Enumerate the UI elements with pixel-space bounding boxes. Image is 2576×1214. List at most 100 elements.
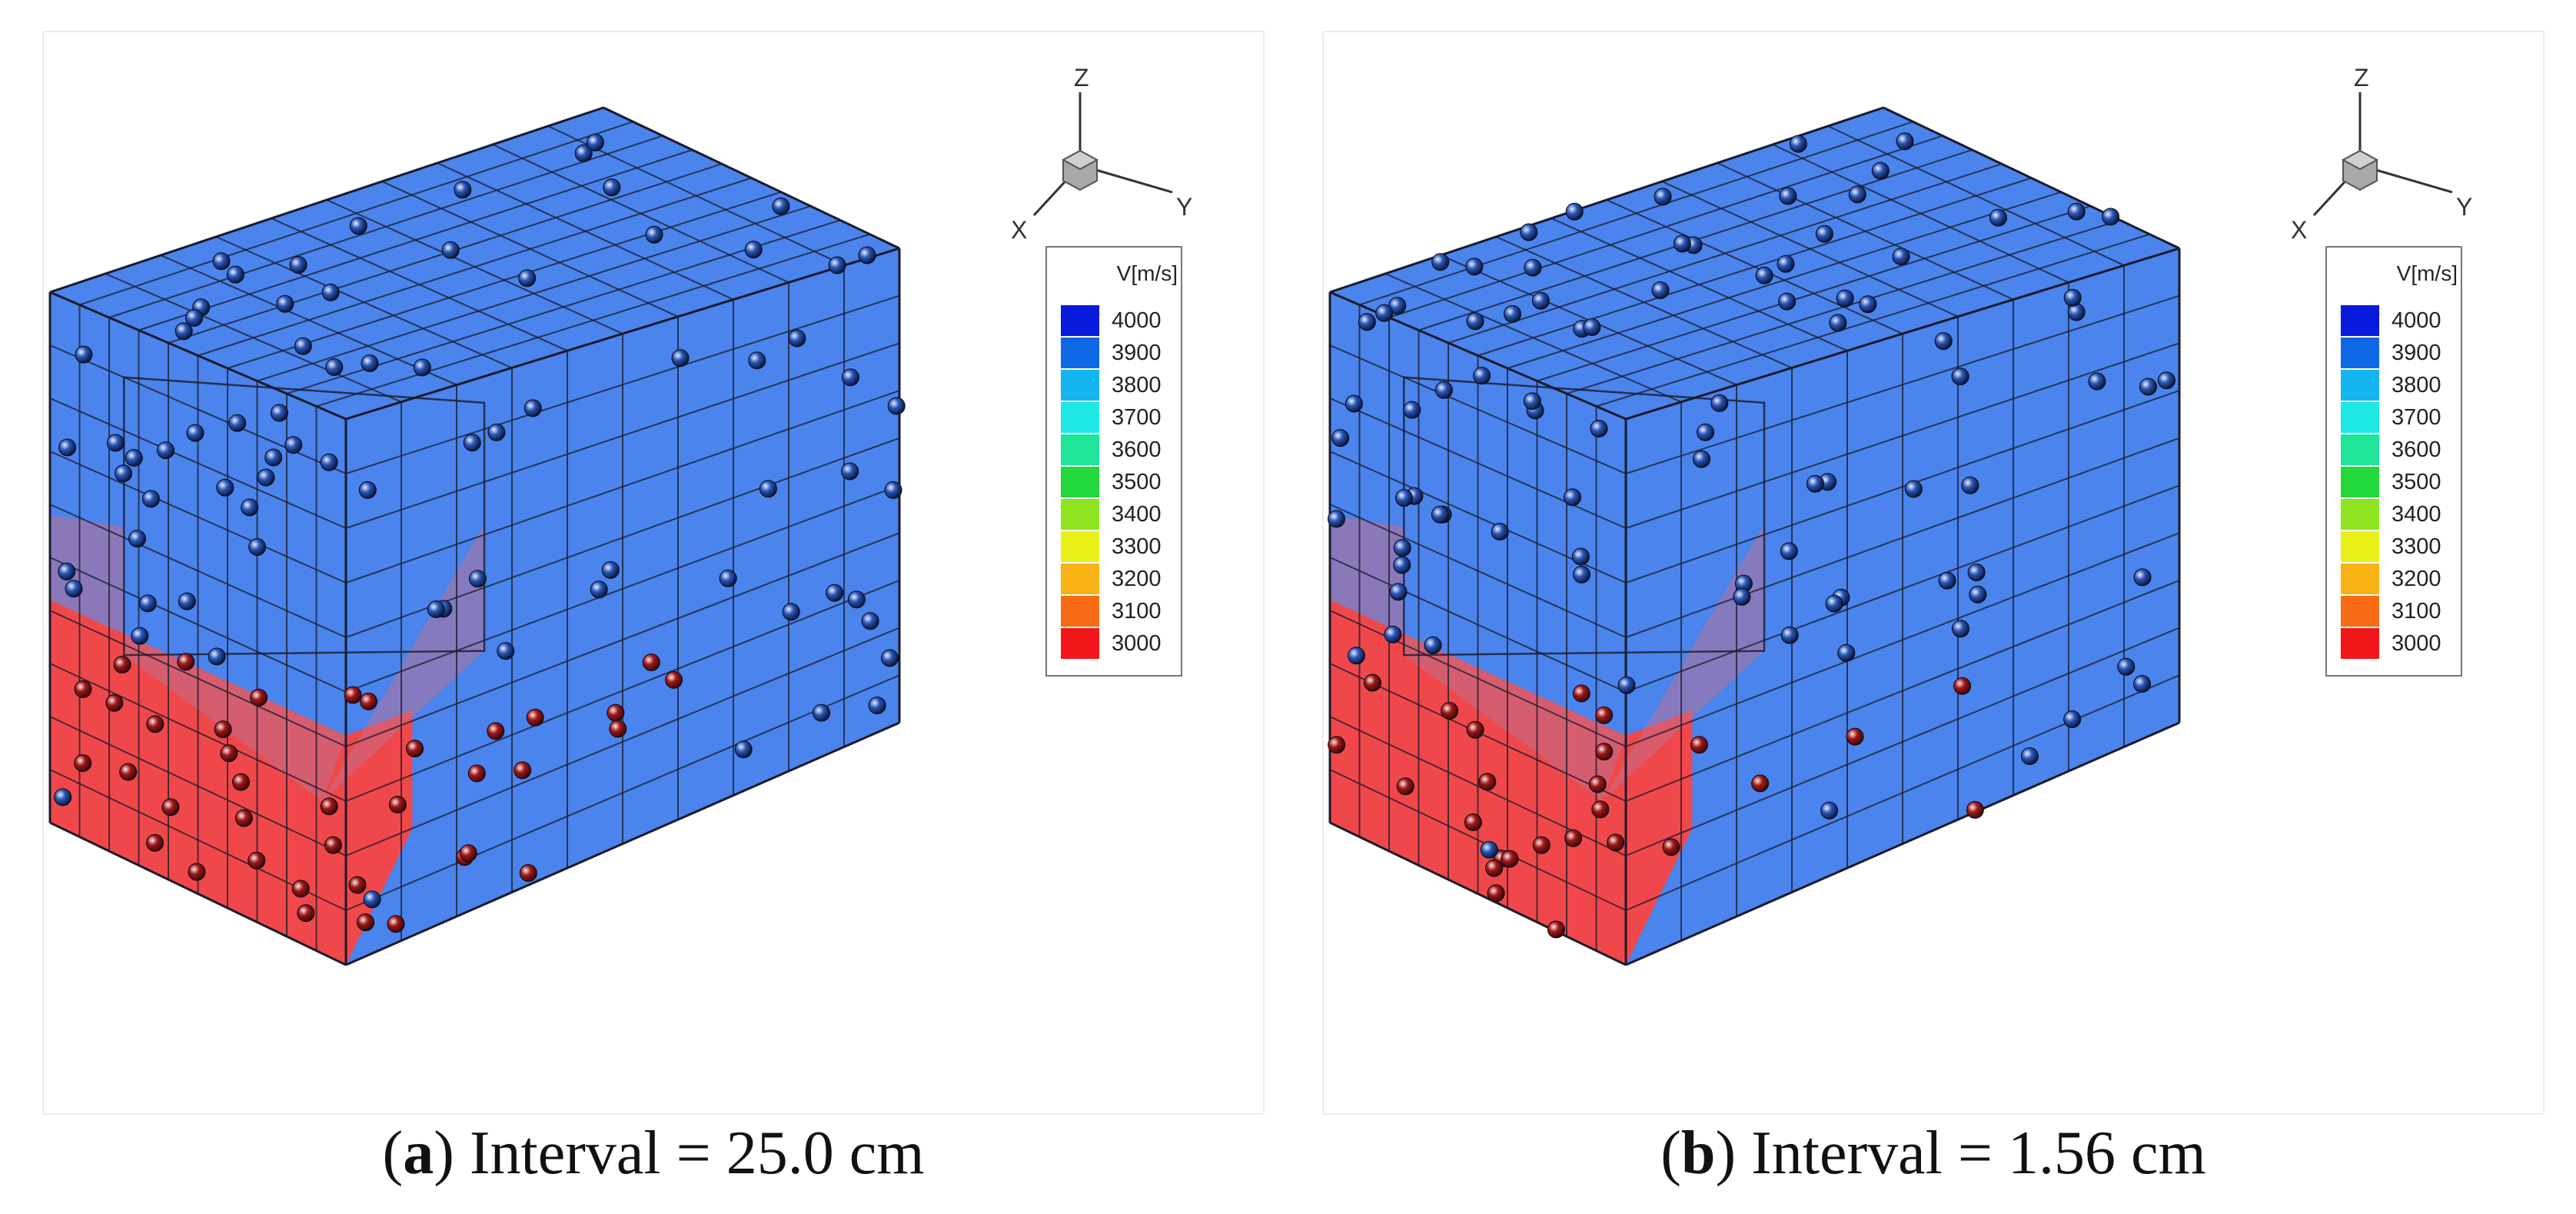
sensor-sphere-high (1780, 626, 1799, 644)
legend-swatch (1061, 434, 1099, 465)
grid-line (105, 273, 402, 403)
grid-line (1551, 218, 1848, 352)
sensor-sphere-high (138, 594, 157, 613)
grid-line (1329, 557, 1627, 693)
sensor-sphere-high (226, 265, 244, 284)
legend-label: 3000 (1112, 631, 1162, 656)
grid-line (1537, 205, 2091, 382)
sensor-sphere-high (131, 627, 149, 645)
sensor-sphere-low (519, 864, 537, 882)
sensor-sphere-high (2102, 208, 2120, 226)
sensor-sphere-low (146, 833, 164, 852)
grid-line (345, 674, 900, 911)
sensor-sphere-high (1565, 202, 1584, 221)
legend-swatch (2341, 531, 2379, 562)
legend-swatch (1061, 499, 1099, 530)
sensor-sphere-low (487, 722, 505, 740)
sensor-sphere-low (406, 740, 424, 758)
sensor-sphere-low (113, 656, 131, 674)
legend-swatch (1061, 370, 1099, 401)
sensor-sphere-high (1934, 332, 1953, 351)
legend-row: 3700 (1061, 402, 1184, 434)
legend-label: 3500 (2392, 470, 2441, 494)
legend-row: 3200 (1061, 564, 1184, 596)
legend-row: 3400 (1061, 499, 1184, 531)
sensor-sphere-high (1523, 392, 1541, 411)
legend-label: 3600 (1112, 437, 1162, 462)
legend-row: 3600 (1061, 434, 1184, 467)
grid-line (1384, 273, 1682, 403)
sensor-sphere-high (1654, 188, 1672, 206)
cube-edge (1883, 106, 2180, 250)
sensor-sphere-high (1431, 253, 1450, 271)
grid-line (1596, 233, 2150, 407)
cube-edge (49, 821, 347, 966)
sensor-sphere-high (363, 890, 381, 909)
legend-label: 3000 (2392, 631, 2441, 656)
sensor-sphere-high (125, 449, 143, 467)
sensor-sphere-high (157, 441, 175, 460)
sensor-sphere-high (2157, 371, 2175, 390)
sensor-sphere-high (257, 468, 275, 487)
caption-text: Interval = 1.56 cm (1736, 1119, 2206, 1187)
legend-swatch (2341, 596, 2379, 627)
legend-label: 3500 (1112, 470, 1162, 494)
sensor-sphere-high (759, 480, 777, 498)
legend-label: 3400 (2392, 502, 2441, 527)
legend-label: 4000 (1112, 308, 1162, 333)
sensor-sphere-high (1358, 313, 1376, 331)
sensor-sphere-high (788, 329, 806, 348)
sensor-sphere-high (881, 649, 899, 667)
sensor-sphere-high (1778, 292, 1797, 311)
sensor-sphere-high (65, 580, 83, 598)
caption-text: Interval = 25.0 cm (454, 1119, 925, 1187)
sensor-sphere-high (1590, 420, 1608, 437)
sensor-sphere-high (349, 217, 367, 235)
sensor-sphere-low (1564, 829, 1583, 847)
sensor-sphere-high (2067, 202, 2086, 221)
sensor-sphere-low (1588, 775, 1607, 793)
sensor-sphere-low (1966, 800, 1984, 819)
legend-label: 3300 (1112, 534, 1162, 559)
sensor-sphere-high (1651, 281, 1670, 299)
sensor-sphere-high (228, 414, 247, 432)
sensor-sphere-high (1871, 161, 1890, 180)
legend-swatch (2341, 305, 2379, 336)
legend-row: 3100 (1061, 596, 1184, 628)
grid-line (257, 205, 811, 382)
sensor-sphere-low (360, 692, 377, 710)
sensor-sphere-low (214, 720, 232, 739)
sensor-sphere-high (719, 569, 737, 587)
sensor-sphere-high (1693, 450, 1710, 468)
legend-label: 3800 (2392, 373, 2441, 397)
sensor-sphere-low (1547, 920, 1565, 939)
sensor-sphere-high (1859, 295, 1877, 314)
sensor-sphere-high (413, 358, 431, 377)
sensor-sphere-high (1491, 523, 1509, 540)
axis-triad: Z X Y (1011, 64, 1192, 244)
sensor-sphere-low (665, 670, 683, 689)
sensor-sphere-low (250, 688, 268, 707)
legend-label: 3900 (1112, 341, 1162, 365)
cube-edge (49, 291, 347, 421)
legend-title: V[m/s] (1116, 261, 1178, 285)
sensor-sphere-low (387, 915, 405, 933)
sensor-sphere-low (248, 851, 266, 870)
sensor-sphere-high (186, 424, 204, 442)
grid-line (49, 610, 347, 747)
caption-b: (b) Interval = 1.56 cm (1660, 1119, 2206, 1187)
sensor-sphere-low (1478, 773, 1497, 791)
sensor-sphere-high (1375, 304, 1394, 322)
sensor-sphere-high (1806, 474, 1824, 493)
sensor-sphere-high (1393, 556, 1411, 574)
sensor-sphere-high (1780, 542, 1798, 560)
grid-line (1625, 674, 2180, 911)
grid-line (1495, 236, 1793, 369)
sensor-sphere-high (1837, 644, 1856, 662)
sensor-sphere-high (2063, 288, 2082, 307)
legend-row: 3300 (1061, 531, 1184, 564)
legend-swatch (2341, 370, 2379, 401)
sensor-sphere-high (574, 144, 593, 162)
sensor-sphere-high (1504, 304, 1521, 323)
sensor-sphere-high (1710, 394, 1729, 412)
